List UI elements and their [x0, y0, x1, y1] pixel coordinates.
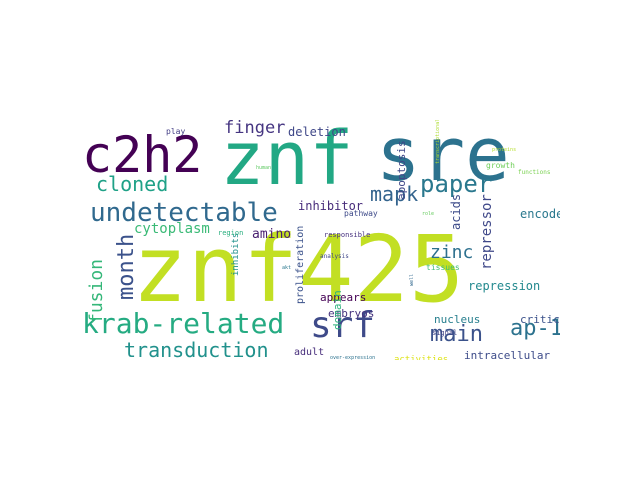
- cloud-word: embryos: [328, 307, 375, 320]
- cloud-word: critical: [520, 313, 560, 326]
- cloud-word: analysis: [320, 253, 349, 260]
- cloud-word: repressor: [479, 194, 495, 270]
- cloud-word: encodes: [520, 207, 560, 221]
- cloud-word: appears: [320, 291, 367, 304]
- cloud-word: apoptosis: [395, 140, 408, 200]
- cloud-word: inhibits: [231, 232, 241, 276]
- cloud-word: main: [430, 322, 483, 347]
- cloud-word: human: [256, 165, 272, 171]
- cloud-word: month: [114, 233, 139, 300]
- cloud-word: srf: [310, 305, 376, 346]
- cloud-word: acids: [449, 193, 463, 230]
- cloud-word: proteins: [492, 147, 517, 153]
- cloud-word: cytoplasm: [134, 221, 210, 237]
- cloud-word: cloned: [96, 172, 169, 196]
- cloud-word: mapk: [370, 182, 419, 206]
- cloud-word: pathway: [344, 209, 378, 218]
- cloud-word: finger: [224, 120, 286, 138]
- word-cloud: znf425 sre znf c2h2 srf krab-related undetecta…: [80, 120, 560, 360]
- cloud-word: znf425: [132, 216, 465, 323]
- cloud-word: sre: [376, 120, 510, 198]
- cloud-word: over-expression: [330, 355, 376, 361]
- cloud-word: adult: [294, 347, 325, 358]
- cloud-word: repression: [468, 279, 541, 293]
- cloud-word: transcriptional: [435, 120, 441, 164]
- cloud-word: deletion: [288, 125, 346, 139]
- cloud-word: intracellular: [464, 349, 551, 360]
- cloud-word: inhibitor: [298, 199, 364, 213]
- cloud-word: activities: [394, 355, 449, 361]
- cloud-word: nucleus: [434, 313, 481, 326]
- cloud-word: responsible: [324, 231, 371, 239]
- cloud-word: zinc: [430, 242, 474, 263]
- cloud-word: region: [218, 229, 244, 237]
- cloud-word: growth: [486, 161, 515, 170]
- cloud-word: amino: [252, 227, 292, 242]
- cloud-word: functions: [518, 169, 551, 176]
- cloud-word: krab-related: [82, 307, 285, 340]
- cloud-word: tissues: [426, 263, 460, 272]
- cloud-word: ap-1: [510, 316, 560, 341]
- cloud-word: c2h2: [82, 126, 203, 184]
- cloud-word: proliferation: [295, 225, 306, 304]
- cloud-word: role: [422, 211, 435, 217]
- cloud-word: transduction: [124, 338, 269, 360]
- cloud-word: akt: [282, 265, 292, 271]
- cloud-word: play: [166, 127, 186, 136]
- cloud-word: fusion: [86, 258, 107, 324]
- cloud-word: signal: [432, 329, 458, 337]
- cloud-word: domain: [331, 290, 344, 330]
- cloud-word: znf: [220, 120, 354, 202]
- cloud-word: well: [409, 273, 415, 286]
- cloud-word: paper: [420, 170, 493, 198]
- cloud-word: undetectable: [90, 198, 278, 228]
